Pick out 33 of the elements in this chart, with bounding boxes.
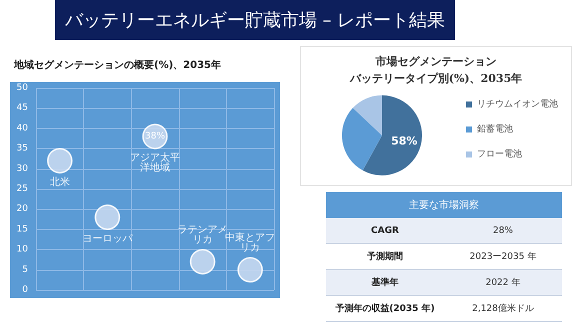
y-tick-label: 5 — [22, 264, 28, 275]
text: 28% — [492, 226, 514, 236]
y-tick-label: 30 — [16, 164, 28, 174]
chart-subtitle: バッテリータイプ別(%)、2035年 — [348, 72, 522, 85]
y-tick-label: 40 — [16, 123, 28, 134]
y-tick-label: 0 — [22, 285, 28, 295]
y-tick-label: 50 — [16, 83, 28, 93]
y-tick-label: 45 — [16, 103, 28, 114]
text: 主要な市場洞察 — [326, 192, 562, 218]
y-tick-label: 35 — [16, 144, 28, 154]
series-label: 北米 — [50, 176, 70, 188]
legend-label: リチウムイオン電池 — [477, 98, 558, 110]
series-label: ヨーロッパ — [82, 234, 134, 245]
series-label: アジア太平洋地域 — [130, 152, 180, 174]
text: 2022 年 — [484, 276, 522, 289]
data-label: 38% — [144, 131, 166, 142]
legend-label: 鉛蓄電池 — [477, 124, 513, 134]
text: 2,128億米ドル — [471, 302, 535, 315]
chart-subtitle: 地域セグメンテーションの概要(%)、2035年 — [14, 58, 221, 72]
y-tick-label: 25 — [16, 184, 28, 194]
text: CAGR — [370, 226, 400, 236]
text: 基準年 — [370, 276, 400, 289]
text: 予測年の収益(2035 年) — [334, 302, 436, 315]
text: 2023ー2035 年 — [468, 250, 538, 263]
text: 予測期間 — [366, 250, 404, 263]
chart-title: バッテリーエネルギー貯蔵市場 – レポート結果 — [55, 0, 455, 40]
y-tick-label: 20 — [16, 204, 28, 214]
chart-title: 市場セグメンテーション — [374, 55, 496, 68]
y-tick-label: 10 — [16, 244, 28, 255]
series-label: 中東とアフリカ — [225, 232, 276, 254]
y-tick-label: 15 — [16, 224, 28, 234]
data-label: 58% — [391, 134, 418, 148]
legend-label: フロー電池 — [477, 148, 522, 160]
